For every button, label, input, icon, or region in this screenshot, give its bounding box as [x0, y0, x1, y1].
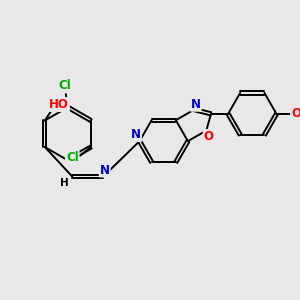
Text: N: N [100, 164, 110, 177]
Text: Cl: Cl [66, 151, 79, 164]
Text: HO: HO [49, 98, 69, 111]
Text: H: H [60, 178, 68, 188]
Text: O: O [204, 130, 214, 143]
Text: O: O [291, 107, 300, 120]
Text: N: N [191, 98, 201, 111]
Text: N: N [131, 128, 141, 141]
Text: Cl: Cl [58, 80, 71, 92]
